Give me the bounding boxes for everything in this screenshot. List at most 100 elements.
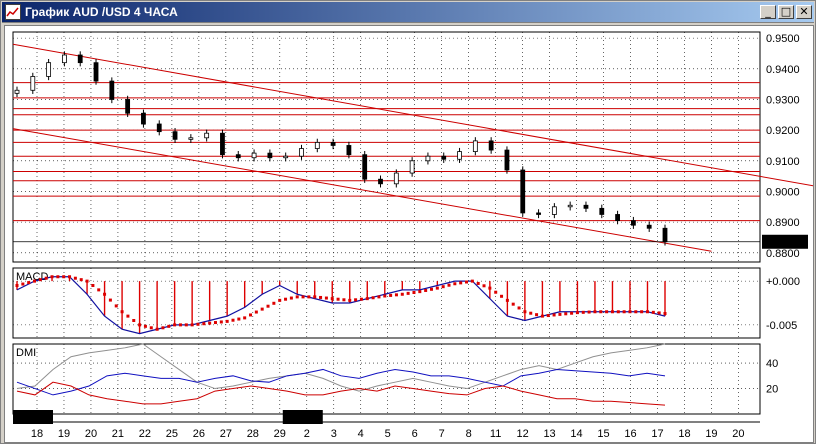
macd-signal-point (213, 321, 217, 325)
macd-signal-point (38, 278, 42, 282)
macd-signal-point (523, 310, 527, 314)
macd-signal-point (342, 298, 346, 302)
macd-signal-point (470, 279, 474, 283)
chart-svg[interactable]: 18 19 20 21 22 25 26 27 28 29 2 3 4 5 6 7 8 11 12 13 14 15 16 1… (5, 26, 813, 442)
macd-signal-point (394, 293, 398, 297)
x-tick-label: 20 (85, 428, 97, 440)
title-bar[interactable]: График AUD /USD 4 ЧАСА _ □ ✕ (2, 2, 814, 23)
macd-tick-label: +0.000 (766, 276, 800, 288)
macd-signal-point (202, 322, 206, 326)
last-price-label: 0.8836 (766, 237, 800, 249)
macd-signal-point (354, 298, 358, 302)
bear-candle (362, 154, 368, 180)
macd-signal-point (552, 313, 556, 317)
x-tick-label: 7 (439, 428, 445, 440)
x-tick-label: 27 (220, 428, 232, 440)
bear-candle (109, 80, 115, 100)
bear-candle (630, 220, 636, 226)
macd-signal-point (640, 310, 644, 314)
macd-signal-point (645, 310, 649, 314)
macd-signal-point (231, 318, 235, 322)
macd-signal-point (447, 283, 451, 287)
maximize-button[interactable]: □ (778, 5, 794, 19)
macd-signal-point (155, 327, 159, 331)
bear-candle (583, 204, 589, 209)
macd-signal-point (628, 310, 632, 314)
x-tick-label: 21 (112, 428, 124, 440)
macd-signal-point (575, 311, 579, 315)
bear-candle (504, 149, 510, 171)
price-tick-label: 0.9200 (766, 125, 800, 137)
macd-signal-point (500, 294, 504, 298)
macd-signal-point (540, 314, 544, 318)
bull-candle (472, 140, 478, 153)
macd-signal-point (208, 321, 212, 325)
macd-signal-point (91, 284, 95, 287)
year-label: 2013 (291, 412, 315, 424)
bull-candle (14, 89, 20, 94)
x-tick-label: 22 (139, 428, 151, 440)
close-button[interactable]: ✕ (796, 5, 812, 19)
bear-candle (615, 214, 620, 221)
macd-signal-point (85, 279, 89, 283)
trend-channel-line (12, 43, 813, 187)
macd-signal-point (44, 276, 48, 280)
x-tick-label: 20 (732, 428, 744, 440)
bull-candle (30, 76, 36, 91)
bear-candle (172, 131, 178, 140)
macd-signal-point (494, 290, 498, 294)
x-tick-label: 19 (705, 428, 717, 440)
bull-candle (204, 132, 210, 139)
year-label-box (13, 410, 53, 424)
macd-signal-point (108, 298, 112, 302)
chart-area[interactable]: 18 19 20 21 22 25 26 27 28 29 2 3 4 5 6 7 8 11 12 13 14 15 16 1… (4, 25, 814, 443)
macd-signal-point (406, 291, 410, 295)
macd-signal-point (149, 326, 153, 330)
macd-signal-point (27, 281, 31, 285)
dmi-panel-frame (12, 343, 761, 415)
macd-signal-point (178, 323, 182, 327)
macd-signal-point (68, 275, 72, 279)
macd-signal-point (289, 296, 293, 300)
x-tick-label: 18 (31, 428, 43, 440)
macd-signal-point (505, 298, 509, 302)
x-tick-label: 25 (166, 428, 178, 440)
macd-signal-point (587, 310, 591, 314)
macd-signal-point (634, 310, 638, 314)
bull-candle (425, 155, 431, 162)
macd-signal-point (558, 312, 562, 316)
macd-signal-point (389, 293, 393, 297)
trend-channel-line (12, 128, 712, 252)
bear-candle (141, 112, 146, 125)
minimize-button[interactable]: _ (760, 5, 776, 19)
bear-candle (156, 123, 162, 133)
window-title: График AUD /USD 4 ЧАСА (25, 5, 178, 19)
macd-signal-point (190, 323, 194, 327)
last-price-box (762, 234, 808, 249)
macd-signal-point (383, 294, 387, 298)
macd-signal-point (453, 282, 457, 286)
macd-signal-point (476, 281, 480, 285)
macd-signal-point (371, 296, 375, 300)
macd-main-line (16, 276, 666, 335)
macd-signal-point (184, 323, 188, 327)
macd-signal-point (459, 281, 463, 285)
bear-candle (646, 224, 652, 229)
macd-signal-point (529, 311, 533, 315)
x-tick-label: 29 (274, 428, 286, 440)
macd-signal-point (429, 287, 433, 291)
year-label: 2013 (21, 412, 45, 424)
bear-candle (267, 152, 273, 159)
bull-candle (299, 148, 304, 157)
bear-candle (330, 142, 336, 146)
macd-signal-point (657, 311, 661, 315)
macd-signal-point (535, 313, 539, 317)
bull-candle (46, 62, 52, 77)
macd-signal-point (418, 290, 422, 294)
macd-signal-point (324, 296, 328, 300)
bull-candle (551, 206, 557, 215)
macd-signal-point (260, 307, 264, 311)
x-tick-label: 15 (597, 428, 609, 440)
bear-candle (346, 145, 352, 156)
chart-app-icon (5, 4, 21, 20)
